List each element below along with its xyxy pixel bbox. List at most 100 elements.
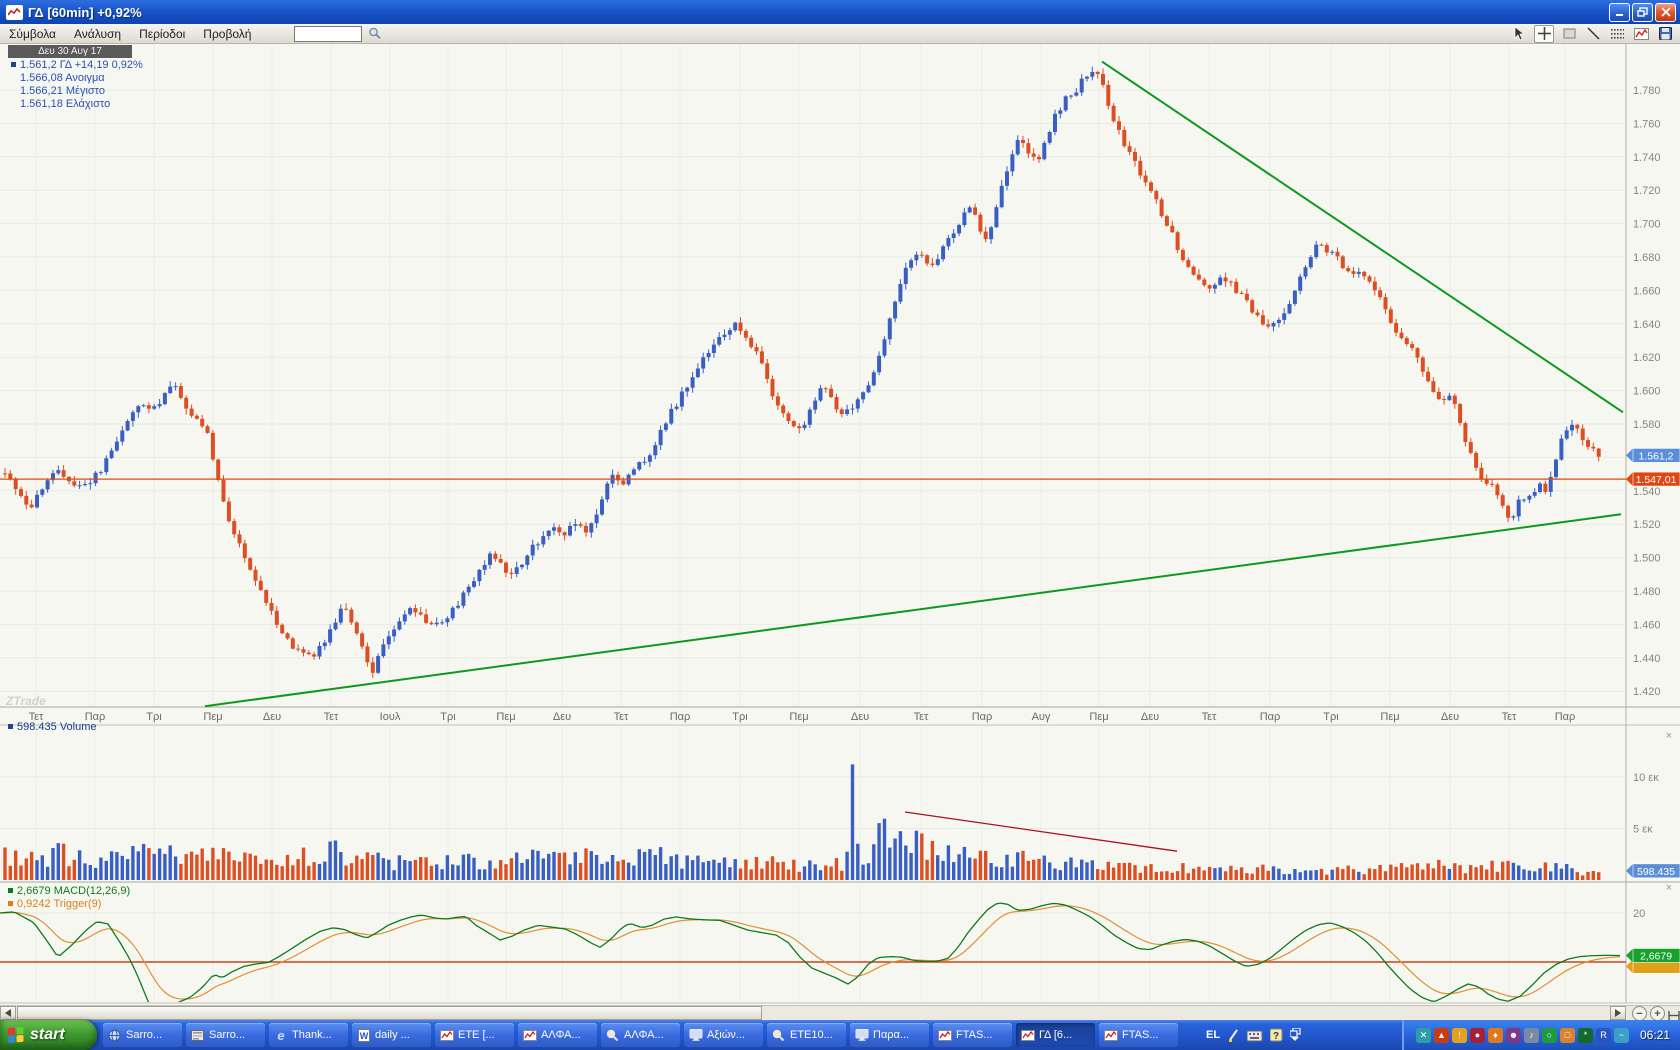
menu-item-4[interactable]: Προβολή xyxy=(203,26,252,41)
alert-flag-icon[interactable]: ♦ xyxy=(1487,1027,1503,1043)
cursor-tool-icon[interactable] xyxy=(1510,26,1528,42)
save-tool-icon[interactable] xyxy=(1656,26,1674,42)
quote-date: Δευ 30 Αυγ 17 xyxy=(8,45,132,58)
updater-icon[interactable]: ○ xyxy=(1541,1027,1557,1043)
svg-text:1.547,01: 1.547,01 xyxy=(1636,474,1677,486)
chart-area: 1.780 1.760 1.740 1.720 1.700 1.680 1.660 1.640… xyxy=(0,44,1680,1005)
taskbar-button-8[interactable]: Αξιών... xyxy=(684,1023,763,1047)
security-shield-icon[interactable]: ! xyxy=(1451,1027,1467,1043)
horizontal-scrollbar: − + xyxy=(0,1005,1680,1021)
price-volume-macd-chart[interactable]: 1.780 1.760 1.740 1.720 1.700 1.680 1.660 1.640… xyxy=(0,44,1680,1005)
taskbar-button-label: Thank... xyxy=(292,1029,332,1041)
taskbar-button-3[interactable]: e Thank... xyxy=(269,1023,348,1047)
chart-icon xyxy=(1103,1029,1118,1042)
line-tool-icon[interactable] xyxy=(1584,26,1602,42)
language-bar-options-icon[interactable] xyxy=(1290,1028,1301,1042)
remote-access-icon[interactable]: R xyxy=(1595,1027,1611,1043)
svg-text:2,6679: 2,6679 xyxy=(1640,950,1672,962)
svg-text:598.435: 598.435 xyxy=(1637,866,1675,878)
taskbar-button-6[interactable]: ΑΛΦΑ... xyxy=(518,1023,597,1047)
svg-text:20: 20 xyxy=(1633,908,1645,920)
minimize-button[interactable] xyxy=(1609,2,1630,22)
macd-panel-close-icon[interactable]: × xyxy=(1663,882,1675,894)
last-price-badge: 1.561,2 xyxy=(1626,448,1680,463)
svg-text:Ιουλ: Ιουλ xyxy=(380,711,401,723)
globe-icon xyxy=(107,1029,122,1042)
svg-text:1.540: 1.540 xyxy=(1633,486,1661,498)
monitor-icon xyxy=(854,1029,869,1042)
monitor-icon xyxy=(688,1029,703,1042)
svg-text:Παρ: Παρ xyxy=(1555,711,1576,723)
network-status-icon[interactable]: ✕ xyxy=(1415,1027,1431,1043)
volume-panel-close-icon[interactable]: × xyxy=(1663,730,1675,742)
search-icon[interactable] xyxy=(368,27,382,40)
zoom-in-button[interactable]: + xyxy=(1650,1006,1665,1021)
symbol-search-input[interactable] xyxy=(294,25,363,42)
volume-speaker-icon[interactable]: ♪ xyxy=(1523,1027,1539,1043)
taskbar-clock[interactable]: 06:21 xyxy=(1639,1028,1670,1042)
trigger-value-badge xyxy=(1626,959,1680,974)
svg-text:?: ? xyxy=(1273,1031,1279,1042)
messenger-icon[interactable]: ● xyxy=(1469,1027,1485,1043)
menu-item-2[interactable]: Ανάλυση xyxy=(74,26,122,41)
graphics-driver-icon[interactable]: * xyxy=(1577,1027,1593,1043)
time-axis: Τετ Παρ Τρι Πεμ Δευ Τετ Ιουλ Τρι Πεμ Δευ Τετ Παρ Τρι… xyxy=(29,44,1576,1003)
taskbar-button-1[interactable]: Sarro... xyxy=(103,1023,182,1047)
svg-text:1.520: 1.520 xyxy=(1633,519,1661,531)
antivirus-icon[interactable]: ▲ xyxy=(1433,1027,1449,1043)
word-icon: W xyxy=(356,1028,371,1042)
menu-item-1[interactable]: Σύμβολα xyxy=(9,26,56,41)
alert-price-badge: 1.547,01 xyxy=(1626,471,1680,487)
taskbar-button-11[interactable]: FTAS... xyxy=(933,1023,1012,1047)
app-chart-icon xyxy=(6,4,23,20)
close-button[interactable] xyxy=(1655,2,1676,22)
pen-input-icon[interactable] xyxy=(1227,1028,1240,1042)
menu-item-3[interactable]: Περίοδοι xyxy=(139,26,186,41)
scrollbar-thumb[interactable] xyxy=(17,1006,762,1020)
taskbar-button-13[interactable]: FTAS... xyxy=(1099,1023,1178,1047)
language-bar: EL ? xyxy=(1206,1028,1301,1042)
taskbar-button-9[interactable]: ETE10... xyxy=(767,1023,846,1047)
restore-button[interactable] xyxy=(1632,2,1653,22)
quote-open: 1.566,08 Ανοιγμα xyxy=(20,72,105,84)
taskbar-button-10[interactable]: Παρα... xyxy=(850,1023,929,1047)
scroll-left-button[interactable] xyxy=(0,1006,16,1020)
chat-icon[interactable]: ☻ xyxy=(1505,1027,1521,1043)
quote-last: 1.561,2 ΓΔ +14,19 0,92% xyxy=(20,59,143,71)
svg-text:1.440: 1.440 xyxy=(1633,653,1661,665)
taskbar-button-label: ΑΛΦΑ... xyxy=(624,1029,664,1041)
start-button[interactable]: start xyxy=(0,1020,97,1050)
zoom-out-button[interactable]: − xyxy=(1632,1006,1647,1021)
taskbar-button-label: FTAS... xyxy=(1122,1029,1159,1041)
language-indicator[interactable]: EL xyxy=(1206,1029,1221,1041)
start-label: start xyxy=(30,1026,65,1043)
scroll-right-button[interactable] xyxy=(1610,1006,1626,1020)
watermark: ZTrade xyxy=(6,694,46,708)
trendline-2 xyxy=(204,513,1622,708)
trigger-line xyxy=(0,905,1621,1000)
office-app-icon[interactable]: □ xyxy=(1559,1027,1575,1043)
svg-text:2,6679 MACD(12,26,9): 2,6679 MACD(12,26,9) xyxy=(17,885,130,897)
taskbar-button-label: Παρα... xyxy=(873,1029,910,1041)
taskbar-button-label: FTAS... xyxy=(956,1029,993,1041)
grid-tool-icon[interactable] xyxy=(1608,26,1626,42)
taskbar-button-2[interactable]: Sarro... xyxy=(186,1023,265,1047)
macd-line xyxy=(0,902,1620,1002)
taskbar-button-7[interactable]: ΑΛΦΑ... xyxy=(601,1023,680,1047)
help-icon[interactable]: ? xyxy=(1270,1028,1283,1042)
chart-icon xyxy=(1020,1029,1035,1042)
chart-tool-icon[interactable] xyxy=(1632,26,1650,42)
volume-bars-layer xyxy=(3,764,1601,880)
svg-text:Δευ: Δευ xyxy=(1441,711,1459,723)
keyboard-icon[interactable] xyxy=(1247,1029,1263,1042)
horizontal-scale-icon[interactable] xyxy=(1668,1008,1680,1026)
taskbar-button-label: ΑΛΦΑ... xyxy=(541,1029,581,1041)
crosshair-tool-icon[interactable] xyxy=(1534,24,1554,43)
taskbar-button-5[interactable]: ETE [... xyxy=(435,1023,514,1047)
svg-text:1.600: 1.600 xyxy=(1633,386,1661,398)
svg-text:Τετ: Τετ xyxy=(914,711,929,723)
taskbar-button-12[interactable]: ΓΔ [6... xyxy=(1016,1023,1095,1047)
box-tool-icon[interactable] xyxy=(1560,26,1578,42)
sync-icon[interactable]: ~ xyxy=(1613,1027,1629,1043)
